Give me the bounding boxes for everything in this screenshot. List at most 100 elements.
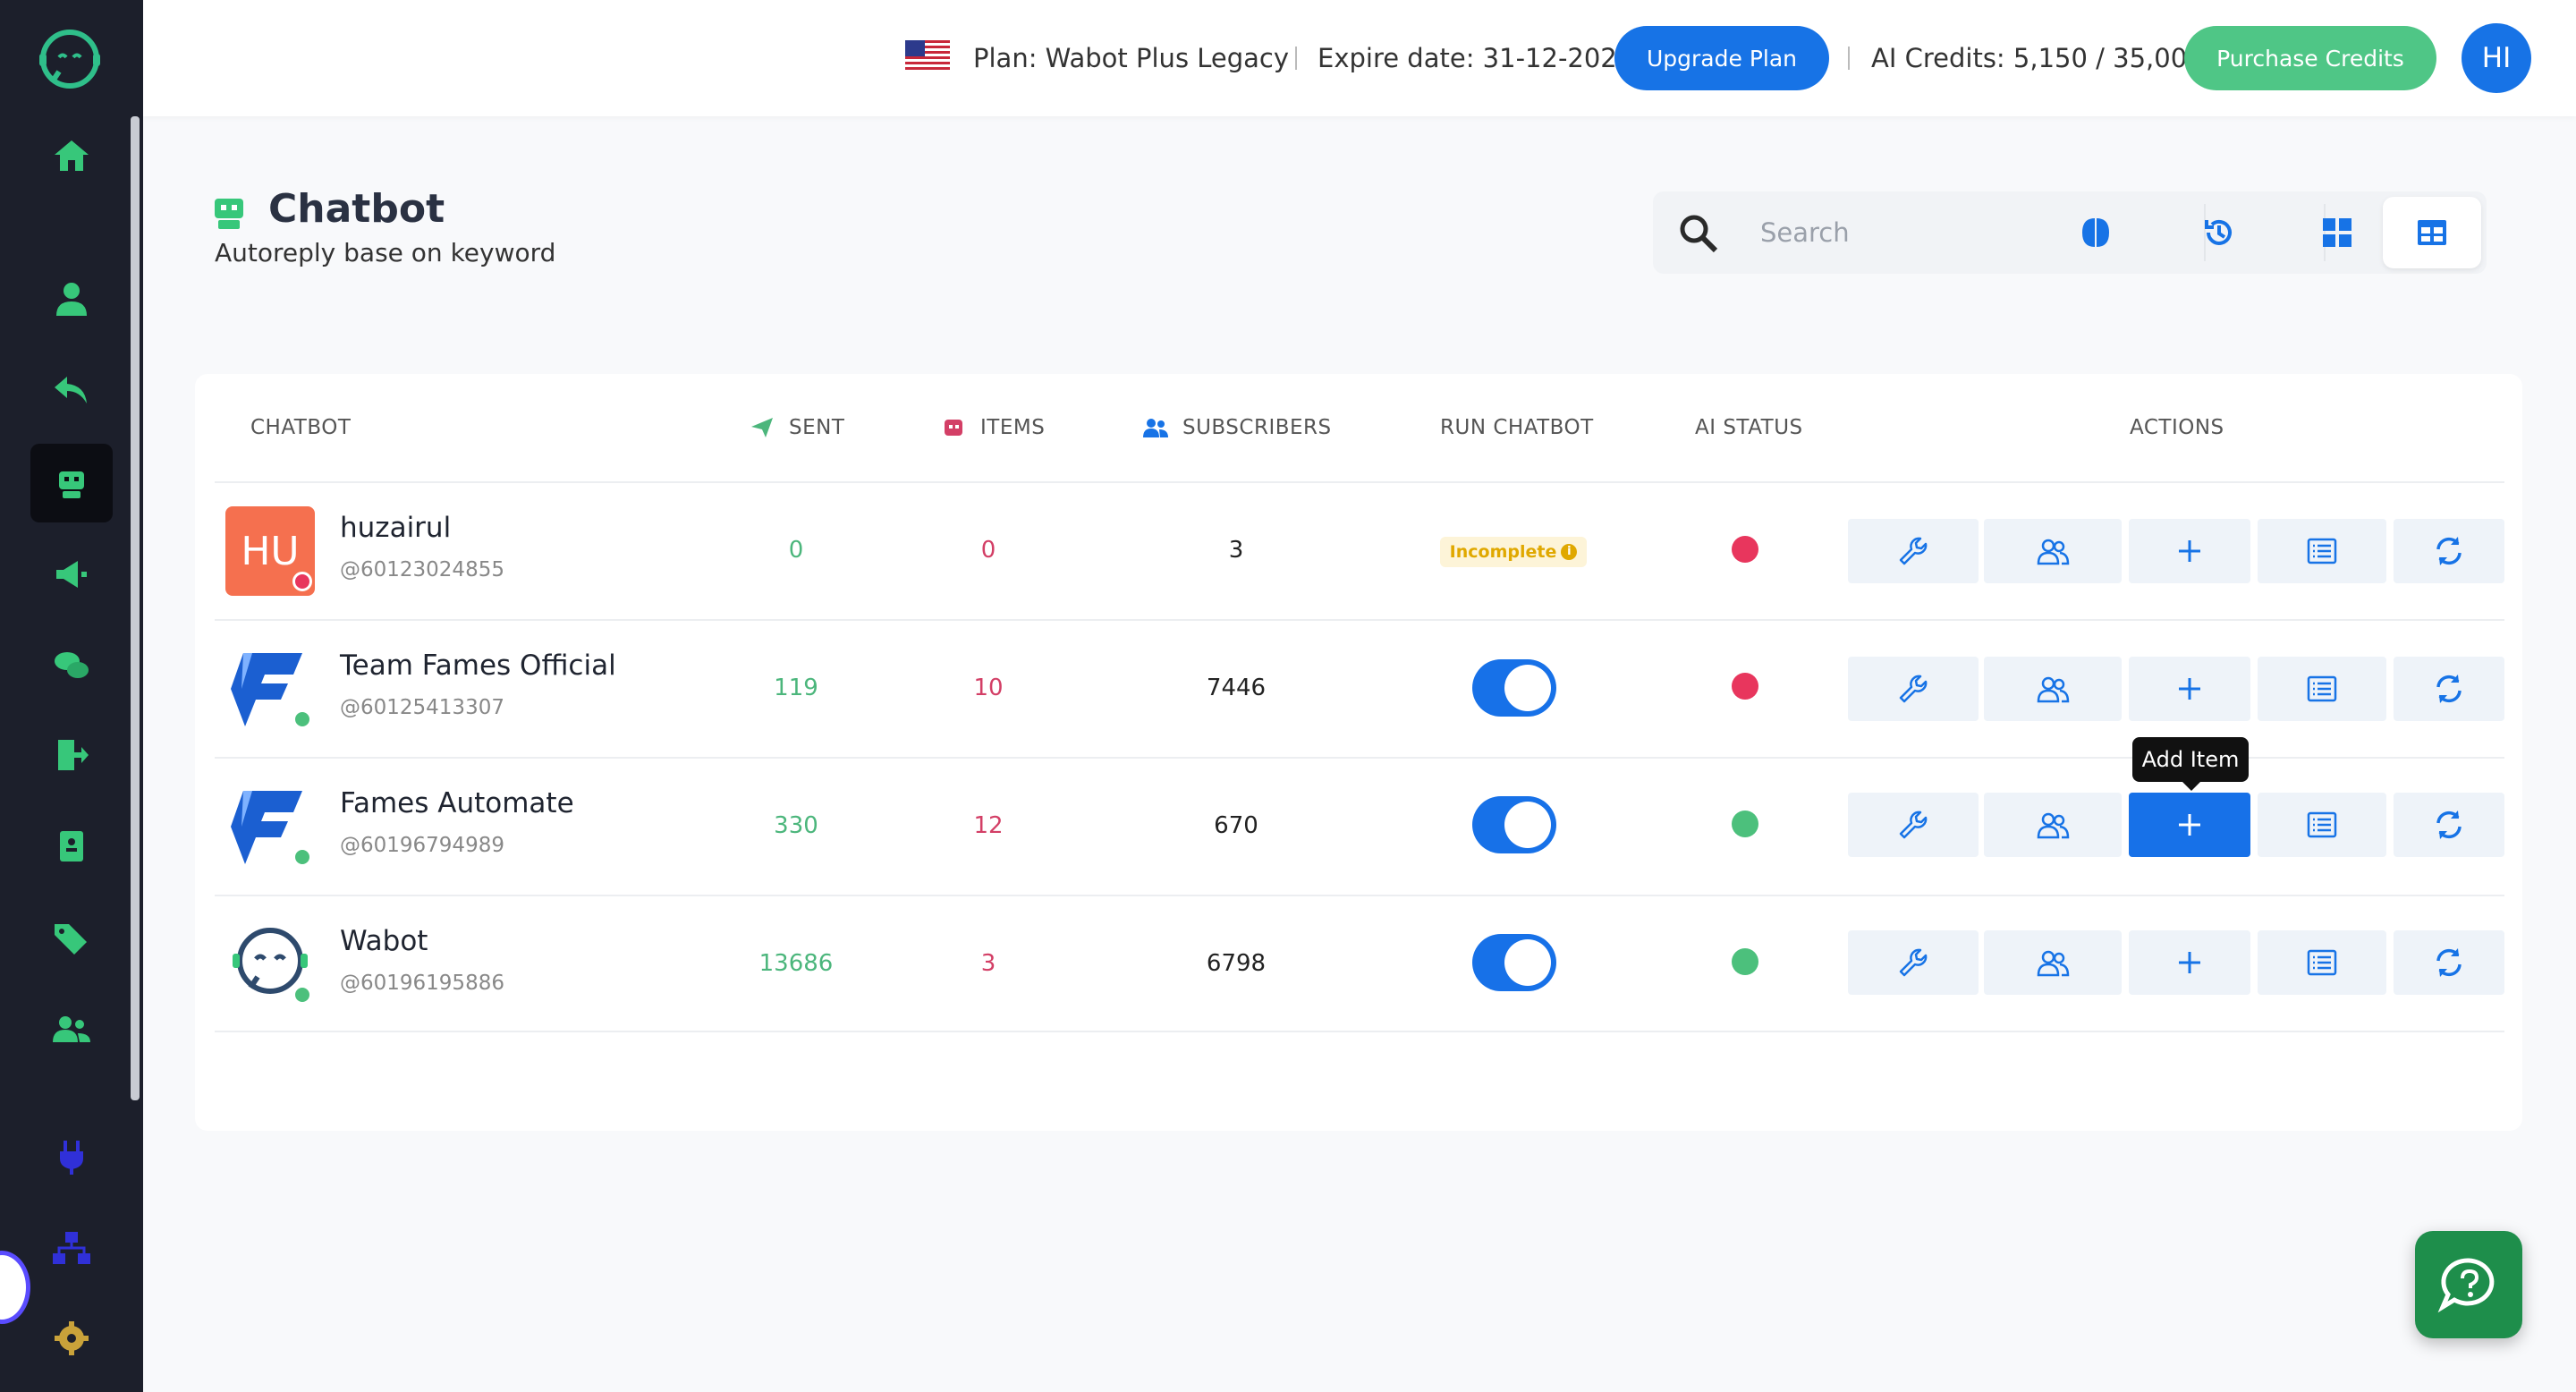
run-chatbot-toggle[interactable] — [1472, 934, 1556, 991]
sidebar-item-home[interactable] — [30, 116, 113, 195]
plan-label: Plan: Wabot Plus Legacy — [973, 43, 1290, 73]
run-chatbot-toggle[interactable] — [1472, 659, 1556, 717]
add-item-button[interactable] — [2129, 519, 2250, 583]
sent-count: 330 — [774, 812, 818, 839]
subscribers-count: 7446 — [1206, 675, 1267, 701]
table-divider — [215, 757, 2504, 759]
sync-button[interactable] — [2394, 930, 2504, 995]
table-divider — [215, 481, 2504, 483]
wabot-logo-icon[interactable] — [225, 918, 315, 1007]
run-chatbot-toggle[interactable] — [1472, 796, 1556, 853]
add-item-button[interactable] — [2129, 657, 2250, 721]
sent-count: 13686 — [758, 950, 834, 977]
configure-button[interactable] — [1848, 657, 1979, 721]
help-button[interactable] — [2415, 1231, 2522, 1338]
grid-view-button[interactable] — [2279, 191, 2395, 274]
upgrade-plan-button[interactable]: Upgrade Plan — [1614, 26, 1829, 90]
bot-phone: @60196794989 — [340, 834, 504, 857]
sidebar-item-hierarchy[interactable] — [30, 1210, 113, 1288]
brain-icon — [2082, 218, 2109, 247]
sidebar-item-autoreply[interactable] — [30, 351, 113, 429]
sidebar-item-phonebook[interactable] — [30, 807, 113, 886]
ai-status-dot — [1732, 536, 1758, 563]
gear-icon — [55, 1321, 89, 1355]
users-icon — [1143, 419, 1168, 437]
ai-brain-button[interactable] — [2038, 191, 2154, 274]
sidebar-item-broadcast[interactable] — [30, 535, 113, 614]
column-header-items[interactable]: ITEMS — [941, 410, 1045, 446]
bot-name[interactable]: Fames Automate — [340, 787, 574, 819]
add-item-button[interactable] — [2129, 793, 2250, 857]
subscribers-button[interactable] — [1984, 519, 2122, 583]
sidebar-scrollbar[interactable] — [131, 116, 140, 1100]
list-items-button[interactable] — [2258, 930, 2386, 995]
list-items-button[interactable] — [2258, 793, 2386, 857]
home-icon — [55, 140, 89, 171]
wabot-logo-icon[interactable] — [32, 23, 107, 98]
sidebar-item-export[interactable] — [30, 716, 113, 794]
history-button[interactable] — [2161, 191, 2277, 274]
sidebar-item-settings[interactable] — [30, 1299, 113, 1378]
sidebar-collapse-handle[interactable] — [0, 1251, 30, 1324]
sent-count: 0 — [788, 537, 804, 564]
refresh-icon — [2436, 675, 2462, 703]
search-toolbar — [1653, 191, 2487, 274]
sync-button[interactable] — [2394, 657, 2504, 721]
list-items-button[interactable] — [2258, 519, 2386, 583]
top-header: Plan: Wabot Plus Legacy Expire date: 31-… — [143, 0, 2576, 116]
items-count: 10 — [973, 675, 1004, 701]
subscribers-count: 6798 — [1206, 950, 1267, 977]
sidebar-item-chatbot[interactable] — [30, 444, 113, 522]
configure-button[interactable] — [1848, 793, 1979, 857]
column-header-sent[interactable]: SENT — [750, 410, 844, 446]
bot-avatar[interactable]: HU — [225, 506, 315, 596]
column-header-chatbot[interactable]: CHATBOT — [250, 416, 352, 439]
bot-name[interactable]: huzairul — [340, 512, 452, 544]
plus-icon — [2179, 678, 2200, 700]
sent-count: 119 — [774, 675, 818, 701]
add-item-button[interactable] — [2129, 930, 2250, 995]
bot-name[interactable]: Wabot — [340, 925, 428, 957]
wrench-icon — [1899, 537, 1928, 565]
users-outline-icon — [2037, 812, 2070, 839]
items-count: 0 — [980, 537, 996, 564]
items-header-label: ITEMS — [980, 416, 1046, 439]
sidebar-item-integrations[interactable] — [30, 1118, 113, 1197]
tags-icon — [55, 924, 87, 955]
bot-name[interactable]: Team Fames Official — [340, 649, 616, 682]
configure-button[interactable] — [1848, 519, 1979, 583]
history-icon — [2205, 219, 2232, 245]
list-items-button[interactable] — [2258, 657, 2386, 721]
bot-phone: @60123024855 — [340, 558, 504, 581]
search-icon[interactable] — [1676, 211, 1719, 254]
fames-logo-icon[interactable] — [225, 782, 315, 871]
sync-button[interactable] — [2394, 519, 2504, 583]
users-outline-icon — [2037, 676, 2070, 703]
page-subtitle: Autoreply base on keyword — [215, 238, 556, 267]
items-count: 3 — [980, 950, 996, 977]
incomplete-badge[interactable]: Incomplete i — [1440, 537, 1587, 567]
subscribers-button[interactable] — [1984, 657, 2122, 721]
toolbar-divider — [2204, 204, 2206, 261]
sidebar-item-inbox[interactable] — [30, 626, 113, 705]
table-view-button[interactable] — [2383, 197, 2481, 268]
purchase-credits-button[interactable]: Purchase Credits — [2184, 26, 2436, 90]
sync-button[interactable] — [2394, 793, 2504, 857]
list-icon — [2307, 811, 2337, 838]
column-header-run-chatbot[interactable]: RUN CHATBOT — [1440, 416, 1594, 439]
column-header-ai-status[interactable]: AI STATUS — [1695, 416, 1803, 439]
sidebar-item-team[interactable] — [30, 989, 113, 1068]
column-header-subscribers[interactable]: SUBSCRIBERS — [1143, 410, 1332, 446]
us-flag-icon[interactable] — [905, 40, 950, 72]
fames-logo-icon[interactable] — [225, 644, 315, 734]
column-header-actions: ACTIONS — [2130, 416, 2224, 439]
subscribers-button[interactable] — [1984, 793, 2122, 857]
sidebar-item-contacts[interactable] — [30, 259, 113, 338]
ai-credits-label: AI Credits: 5,150 / 35,000 — [1871, 43, 2204, 73]
sidebar-item-tags[interactable] — [30, 898, 113, 977]
robot-icon — [215, 199, 243, 229]
configure-button[interactable] — [1848, 930, 1979, 995]
search-input[interactable] — [1760, 211, 2055, 254]
subscribers-button[interactable] — [1984, 930, 2122, 995]
user-avatar[interactable]: HI — [2462, 23, 2531, 93]
